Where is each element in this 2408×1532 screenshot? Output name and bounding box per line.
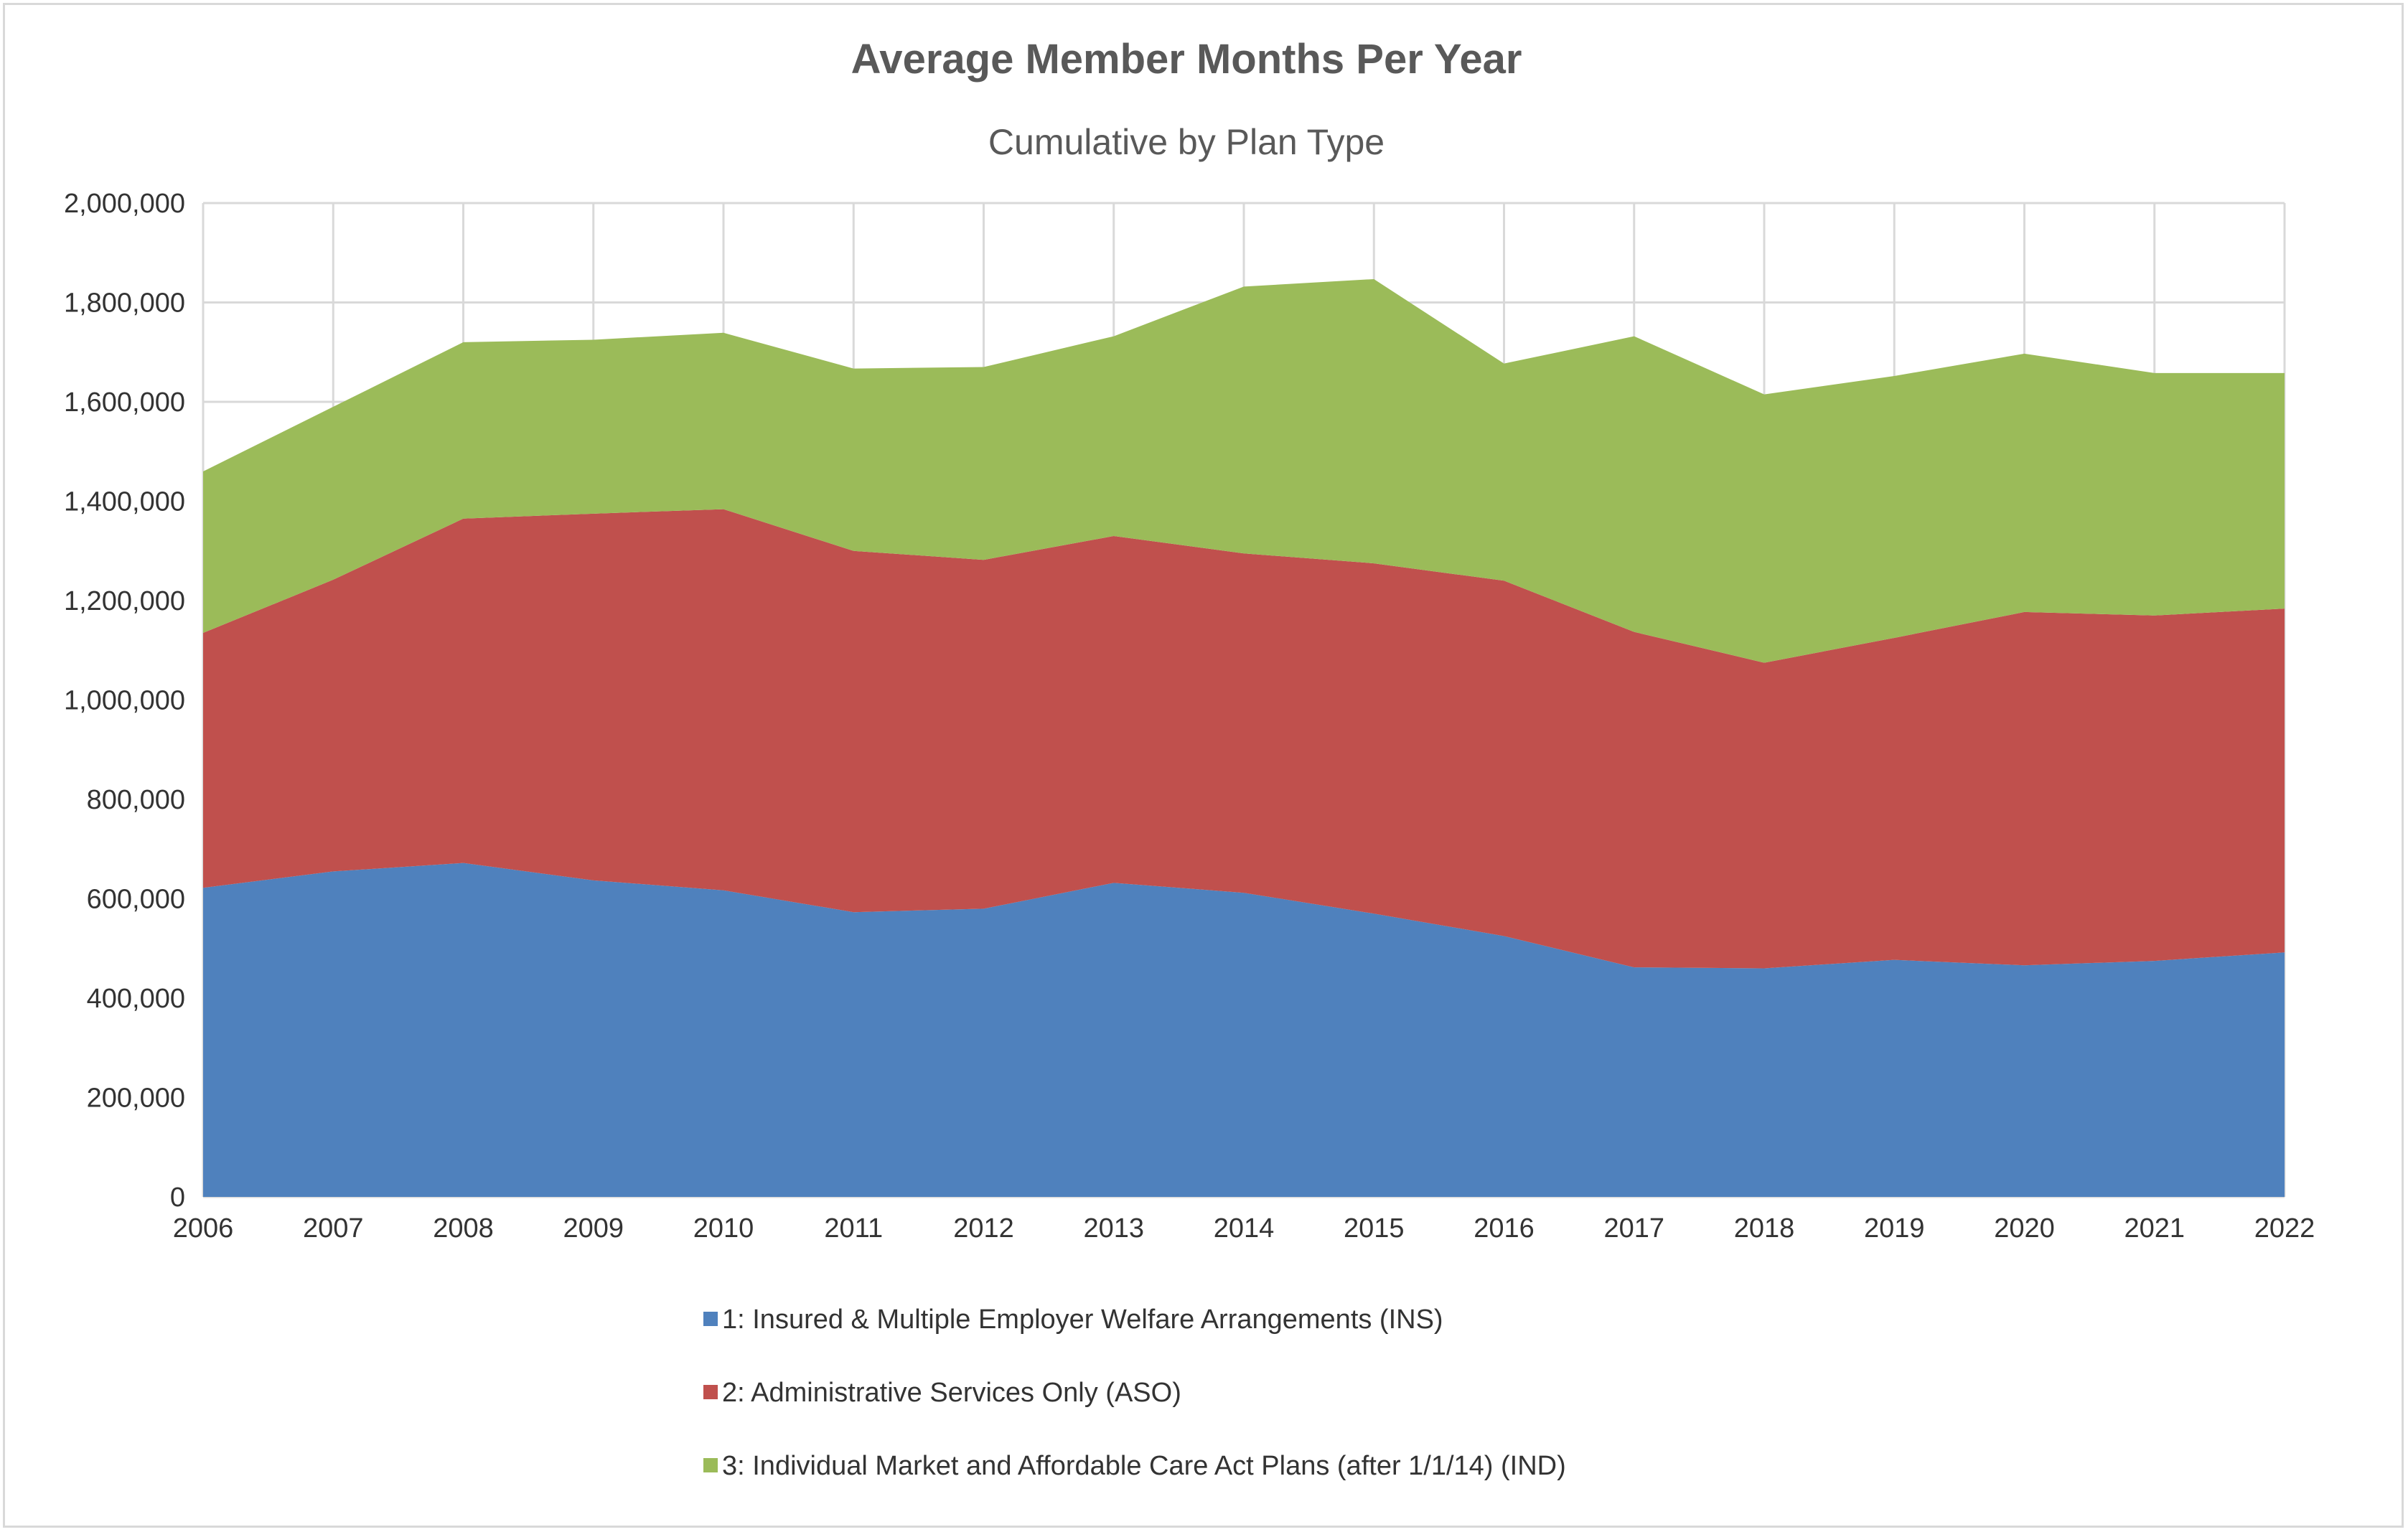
y-tick-label: 800,000 [87,785,185,815]
x-tick-label: 2009 [563,1213,624,1244]
x-tick-label: 2018 [1734,1213,1795,1244]
legend: 1: Insured & Multiple Employer Welfare A… [703,1305,1566,1481]
legend-label-3: 3: Individual Market and Affordable Care… [722,1451,1566,1481]
chart-subtitle: Cumulative by Plan Type [988,122,1385,162]
area-series [203,278,2285,1197]
y-tick-label: 1,000,000 [64,686,185,716]
legend-swatch-2 [703,1385,718,1399]
legend-label-1: 1: Insured & Multiple Employer Welfare A… [722,1305,1443,1335]
y-tick-label: 1,400,000 [64,487,185,517]
y-tick-label: 600,000 [87,885,185,915]
x-tick-label: 2022 [2254,1213,2315,1244]
chart-title: Average Member Months Per Year [851,36,1522,83]
y-tick-label: 400,000 [87,984,185,1014]
x-tick-label: 2020 [1994,1213,2055,1244]
legend-swatch-3 [703,1458,718,1472]
y-tick-label: 200,000 [87,1084,185,1114]
legend-swatch-1 [703,1312,718,1326]
x-tick-label: 2021 [2124,1213,2185,1244]
y-axis: 0 200,000 400,000 600,000 800,000 1,000,000 1,… [64,189,185,1213]
x-tick-label: 2012 [953,1213,1014,1244]
y-tick-label: 2,000,000 [64,189,185,219]
legend-label-2: 2: Administrative Services Only (ASO) [722,1378,1181,1408]
area-series-3 [203,278,2285,663]
x-tick-label: 2010 [693,1213,754,1244]
y-tick-label: 1,200,000 [64,586,185,616]
x-tick-label: 2011 [824,1213,883,1244]
area-series-2 [203,509,2285,969]
x-tick-label: 2014 [1214,1213,1275,1244]
y-tick-label: 0 [170,1183,185,1213]
y-tick-label: 1,600,000 [64,387,185,418]
x-tick-label: 2017 [1603,1213,1664,1244]
x-tick-label: 2016 [1474,1213,1535,1244]
x-axis: 2006 2007 2008 2009 2010 2011 2012 2013 2014 2015… [173,1213,2315,1244]
x-tick-label: 2008 [433,1213,494,1244]
x-tick-label: 2006 [173,1213,234,1244]
x-tick-label: 2007 [303,1213,364,1244]
area-series-1 [203,863,2285,1197]
x-tick-label: 2013 [1083,1213,1144,1244]
y-tick-label: 1,800,000 [64,288,185,319]
x-tick-label: 2015 [1344,1213,1405,1244]
x-tick-label: 2019 [1864,1213,1925,1244]
